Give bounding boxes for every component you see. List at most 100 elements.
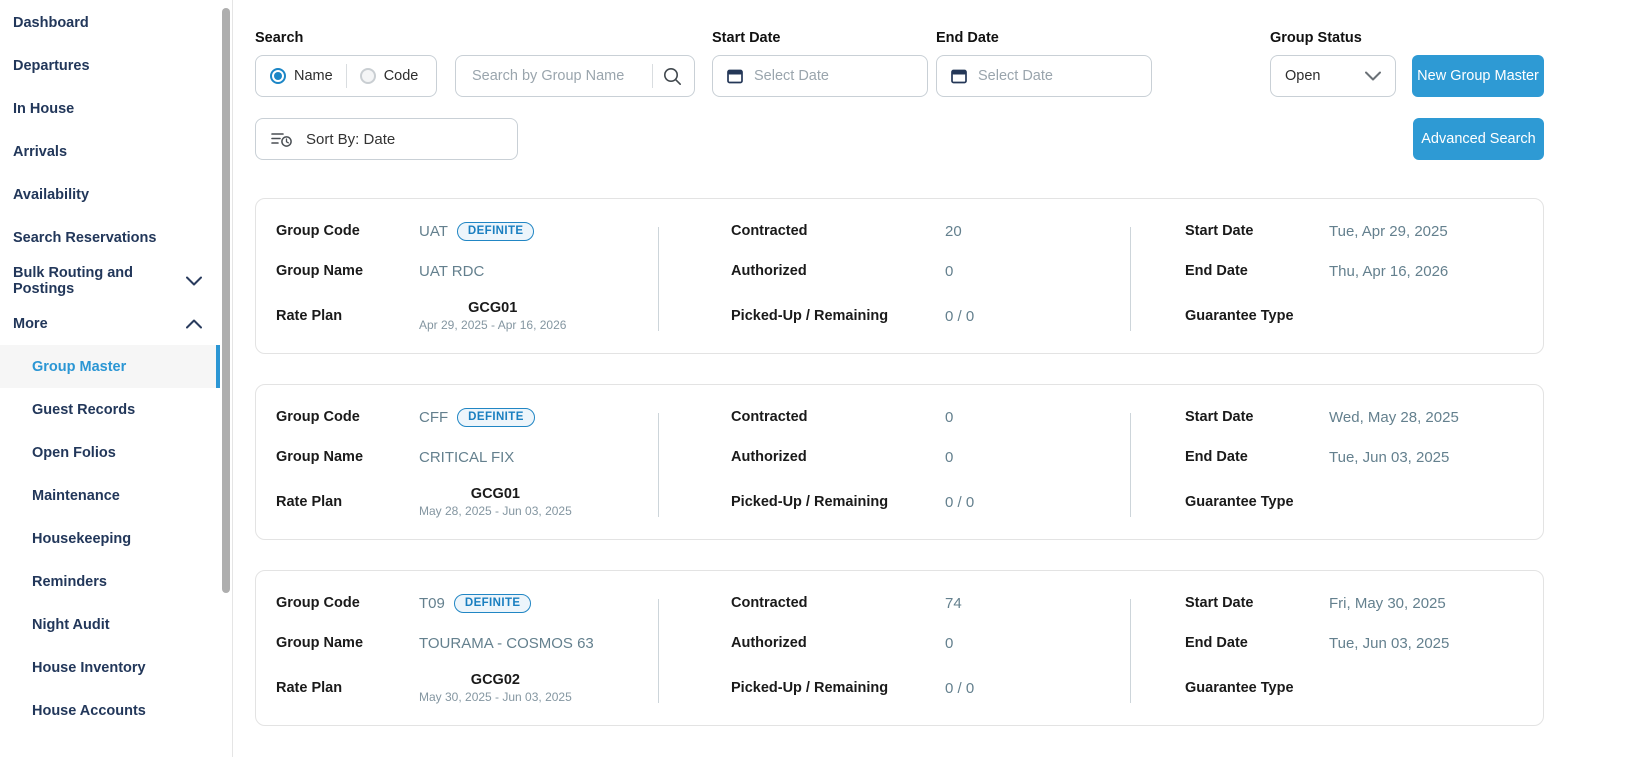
group-code-label: Group Code <box>276 595 360 611</box>
authorized-label: Authorized <box>731 263 807 279</box>
sidebar: Dashboard Departures In House Arrivals A… <box>0 0 233 757</box>
group-name-value: CRITICAL FIX <box>419 448 515 466</box>
group-status-field-group: Group Status Open <box>1270 30 1396 97</box>
sidebar-item-in-house[interactable]: In House <box>13 100 75 117</box>
sidebar-item-group-master[interactable]: Group Master <box>0 345 220 388</box>
sidebar-item-night-audit[interactable]: Night Audit <box>32 616 110 633</box>
sidebar-item-more[interactable]: More <box>0 302 220 345</box>
sidebar-scrollbar[interactable] <box>222 8 230 593</box>
group-card[interactable]: Group Code UAT DEFINITE Group Name UAT R… <box>255 198 1544 354</box>
group-status-label: Group Status <box>1270 30 1362 46</box>
sidebar-item-departures[interactable]: Departures <box>13 57 90 74</box>
group-name-label: Group Name <box>276 635 364 651</box>
group-code-value: CFF <box>419 408 449 426</box>
authorized-value: 0 <box>945 634 954 652</box>
group-name-search <box>455 55 695 97</box>
start-date-picker[interactable]: Select Date <box>712 55 928 97</box>
calendar-icon <box>951 68 967 84</box>
search-icon[interactable] <box>663 67 682 86</box>
radio-name[interactable]: Name <box>270 68 333 84</box>
start-date-label: Start Date <box>1185 409 1254 425</box>
chevron-up-icon <box>186 319 202 329</box>
group-status-value: Open <box>1285 68 1321 84</box>
card-divider <box>1130 227 1131 331</box>
contracted-label: Contracted <box>731 595 808 611</box>
sidebar-item-maintenance[interactable]: Maintenance <box>32 487 120 504</box>
sidebar-item-open-folios[interactable]: Open Folios <box>32 444 116 461</box>
sidebar-item-bulk-routing[interactable]: Bulk Routing and Postings <box>0 259 220 302</box>
end-date-field-group: End Date Select Date <box>936 30 1152 97</box>
picked-up-label: Picked-Up / Remaining <box>731 494 889 510</box>
group-status-select[interactable]: Open <box>1270 55 1396 97</box>
authorized-label: Authorized <box>731 449 807 465</box>
card-divider <box>1130 413 1131 517</box>
end-date-value: Thu, Apr 16, 2026 <box>1329 262 1449 280</box>
contracted-label: Contracted <box>731 409 808 425</box>
sidebar-item-housekeeping[interactable]: Housekeeping <box>32 530 132 547</box>
end-date-label: End Date <box>1185 263 1248 279</box>
picked-up-label: Picked-Up / Remaining <box>731 680 889 696</box>
advanced-search-button[interactable]: Advanced Search <box>1413 118 1544 160</box>
search-label: Search <box>255 30 304 46</box>
group-name-label: Group Name <box>276 449 364 465</box>
end-date-label: End Date <box>936 30 999 46</box>
radio-divider <box>345 64 347 88</box>
authorized-value: 0 <box>945 448 954 466</box>
group-name-value: UAT RDC <box>419 262 485 280</box>
start-date-value: Fri, May 30, 2025 <box>1329 594 1446 612</box>
sort-by-label: Sort By: Date <box>306 130 396 148</box>
end-date-label: End Date <box>1185 635 1248 651</box>
rate-plan-label: Rate Plan <box>276 680 343 696</box>
end-date-label: End Date <box>1185 449 1248 465</box>
rate-plan-value: GCG02 May 30, 2025 - Jun 03, 2025 <box>419 671 572 704</box>
picked-up-value: 0 / 0 <box>945 493 975 511</box>
picked-up-value: 0 / 0 <box>945 679 975 697</box>
filter-bar: Search Name Code <box>255 30 1544 97</box>
contracted-value: 20 <box>945 222 962 240</box>
end-date-placeholder: Select Date <box>978 68 1053 84</box>
sidebar-item-house-accounts[interactable]: House Accounts <box>32 702 146 719</box>
sort-by-button[interactable]: Sort By: Date <box>255 118 518 160</box>
sidebar-item-reminders[interactable]: Reminders <box>32 573 107 590</box>
end-date-picker[interactable]: Select Date <box>936 55 1152 97</box>
picked-up-label: Picked-Up / Remaining <box>731 308 889 324</box>
group-card[interactable]: Group Code T09 DEFINITE Group Name TOURA… <box>255 570 1544 726</box>
new-group-master-button[interactable]: New Group Master <box>1412 55 1544 97</box>
sort-icon <box>271 130 293 148</box>
contracted-value: 0 <box>945 408 954 426</box>
card-divider <box>1130 599 1131 703</box>
start-date-value: Tue, Apr 29, 2025 <box>1329 222 1448 240</box>
start-date-value: Wed, May 28, 2025 <box>1329 408 1459 426</box>
start-date-label: Start Date <box>1185 595 1254 611</box>
guarantee-type-label: Guarantee Type <box>1185 680 1294 696</box>
search-input[interactable] <box>470 67 646 85</box>
sidebar-item-guest-records[interactable]: Guest Records <box>32 401 136 418</box>
sidebar-item-arrivals[interactable]: Arrivals <box>13 143 68 160</box>
chevron-down-icon <box>186 276 202 286</box>
calendar-icon <box>727 68 743 84</box>
sidebar-item-search-reservations[interactable]: Search Reservations <box>13 229 157 246</box>
picked-up-value: 0 / 0 <box>945 307 975 325</box>
sidebar-item-house-inventory[interactable]: House Inventory <box>32 659 146 676</box>
group-name-value: TOURAMA - COSMOS 63 <box>419 634 594 652</box>
sidebar-item-availability[interactable]: Availability <box>13 186 90 203</box>
contracted-label: Contracted <box>731 223 808 239</box>
card-divider <box>658 599 659 703</box>
radio-unselected-icon <box>359 68 376 84</box>
rate-plan-value: GCG01 May 28, 2025 - Jun 03, 2025 <box>419 485 572 518</box>
end-date-value: Tue, Jun 03, 2025 <box>1329 634 1450 652</box>
main-content: Search Name Code <box>233 0 1632 757</box>
group-code-label: Group Code <box>276 409 360 425</box>
guarantee-type-label: Guarantee Type <box>1185 308 1294 324</box>
group-card[interactable]: Group Code CFF DEFINITE Group Name CRITI… <box>255 384 1544 540</box>
status-badge: DEFINITE <box>457 407 535 427</box>
search-type-radio-group: Name Code <box>255 55 437 97</box>
group-list: Group Code UAT DEFINITE Group Name UAT R… <box>255 198 1544 726</box>
sidebar-item-dashboard[interactable]: Dashboard <box>13 14 89 31</box>
start-date-label: Start Date <box>712 30 781 46</box>
start-date-field-group: Start Date Select Date <box>712 30 928 97</box>
radio-code[interactable]: Code <box>359 68 418 84</box>
status-badge: DEFINITE <box>453 593 532 613</box>
start-date-placeholder: Select Date <box>754 68 829 84</box>
rate-plan-label: Rate Plan <box>276 308 343 324</box>
